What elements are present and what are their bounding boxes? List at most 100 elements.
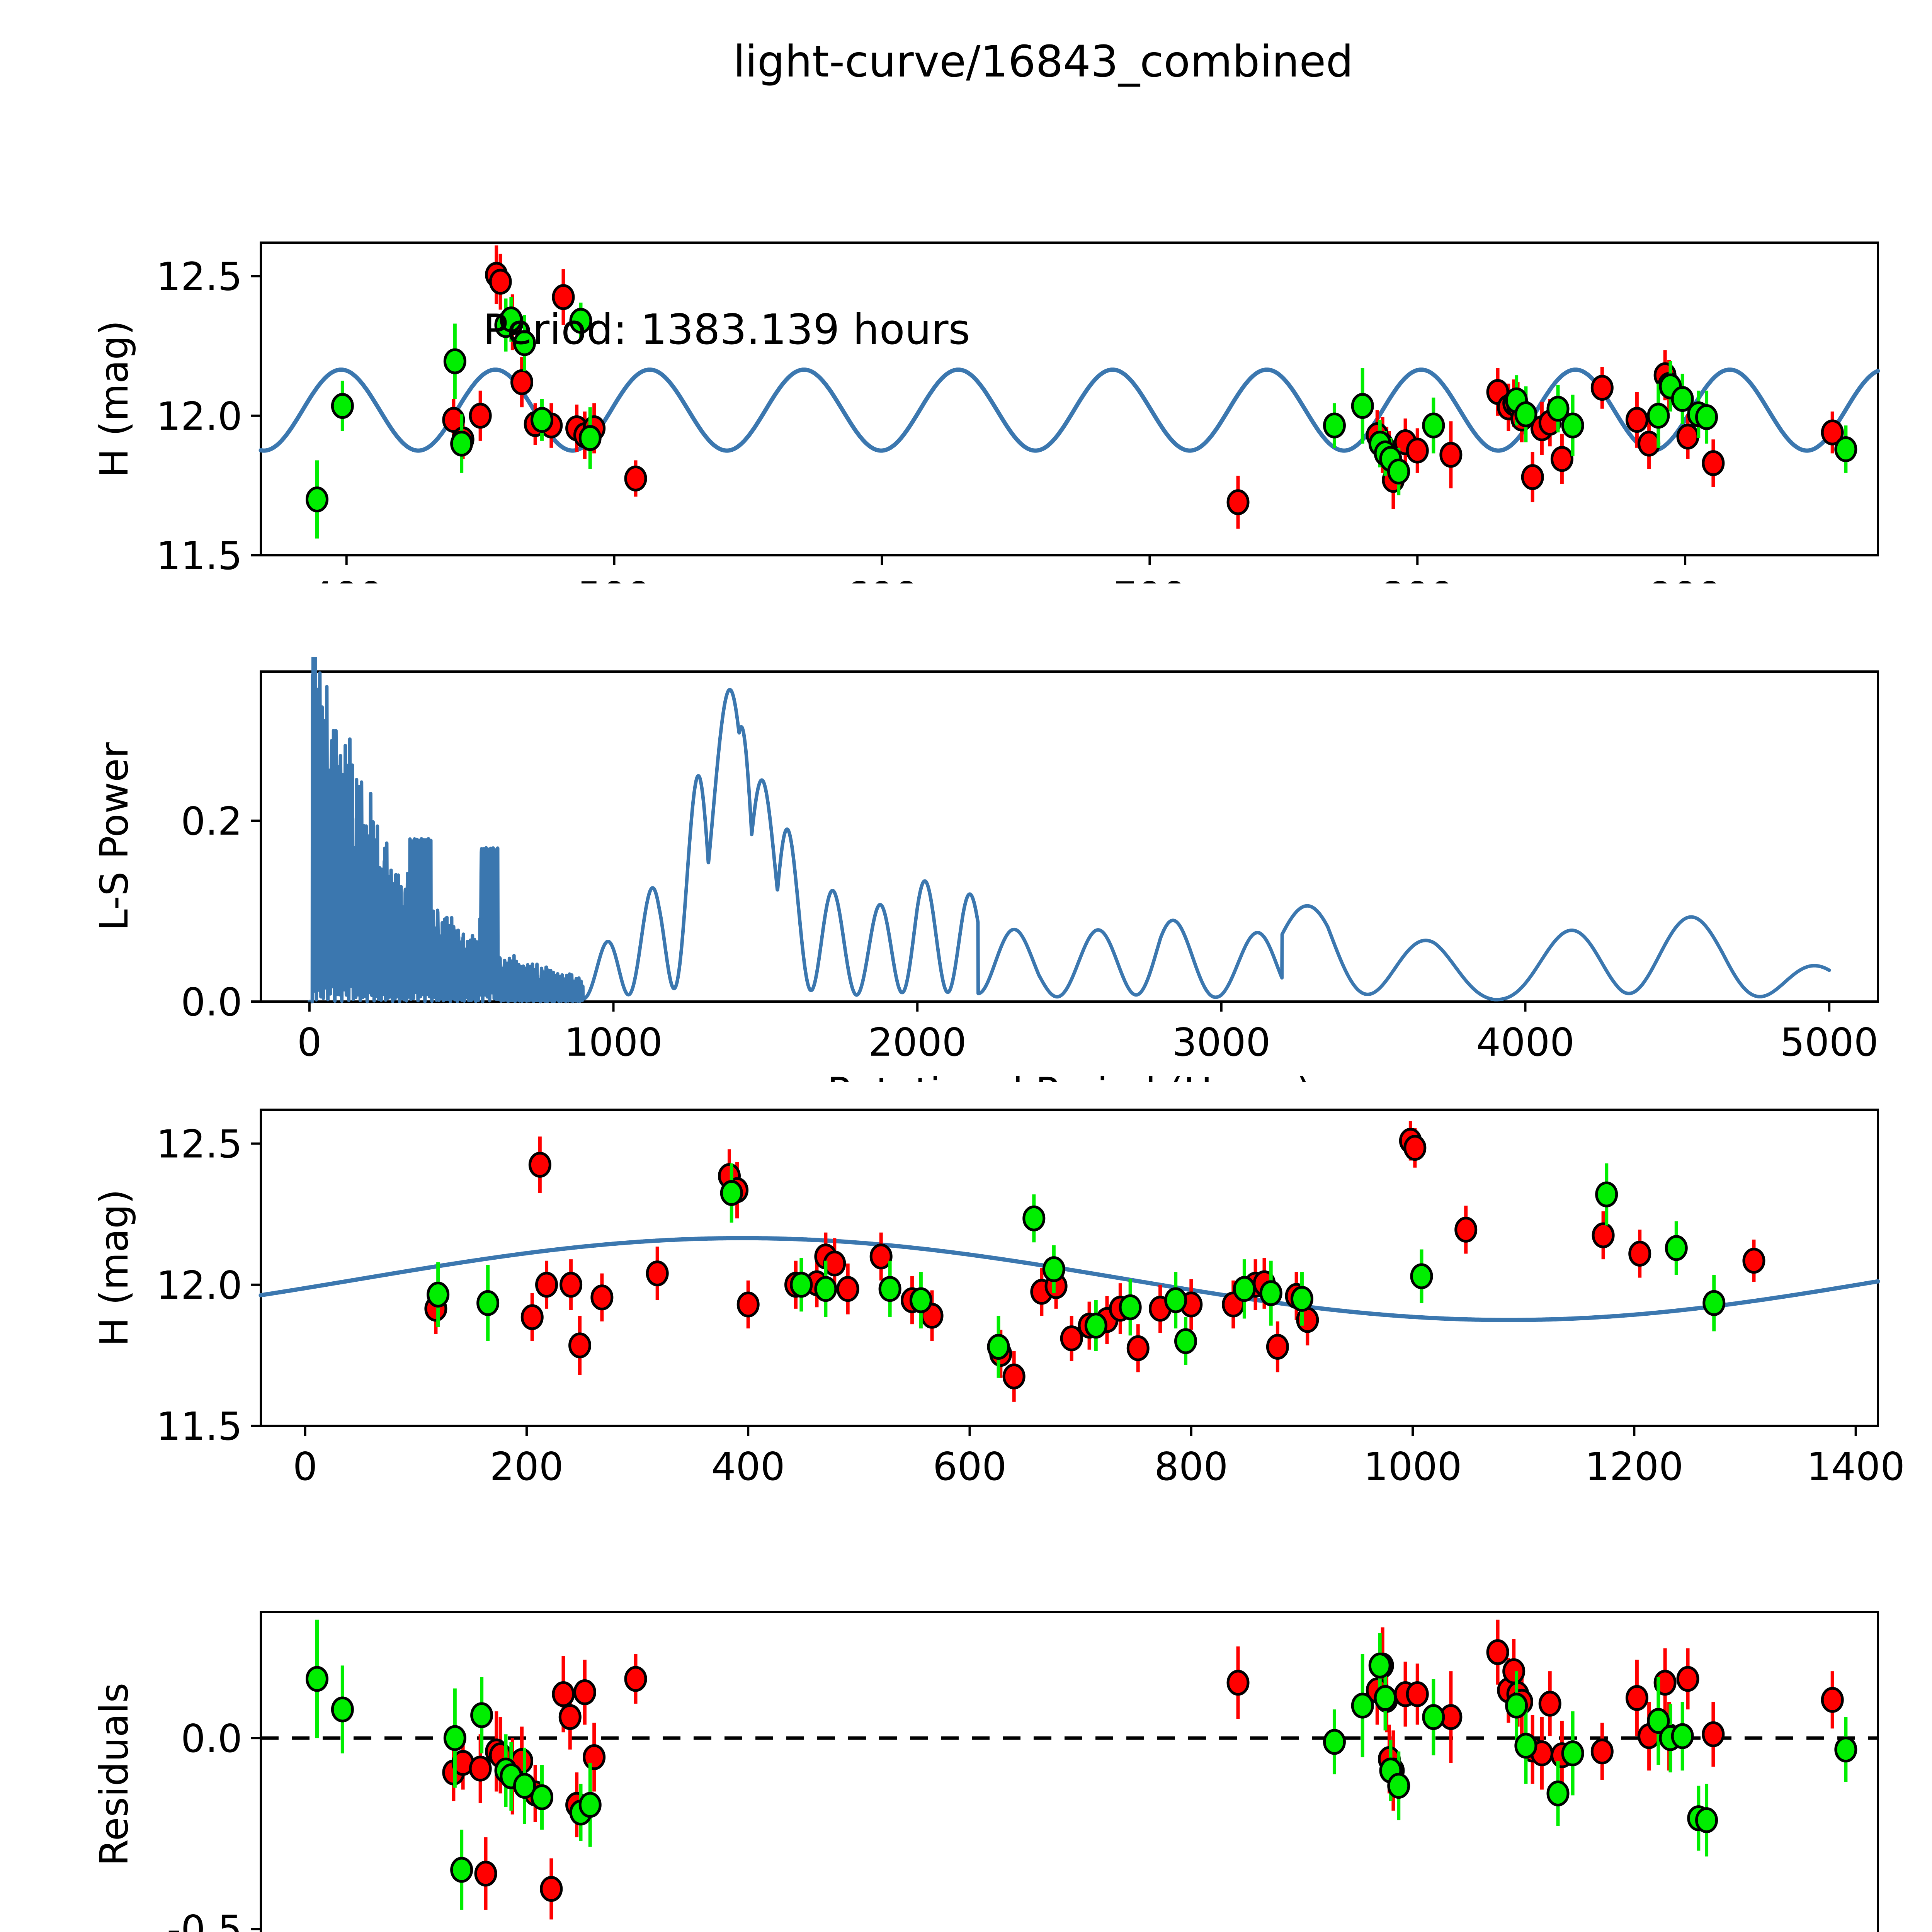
- data-point: [443, 348, 466, 374]
- data-point: [1410, 1263, 1433, 1289]
- panel-residuals: 400500600700800900-0.50.0Julian Date+2.4…: [92, 1611, 1879, 1932]
- data-point: [528, 1151, 551, 1178]
- y-tick-label: 11.5: [156, 533, 242, 578]
- data-point: [531, 1784, 554, 1810]
- data-point: [720, 1180, 743, 1206]
- data-point: [1486, 1639, 1509, 1665]
- x-tick-label: 400: [310, 573, 383, 583]
- data-point: [1702, 450, 1725, 476]
- y-tick-label: 12.5: [156, 1122, 242, 1167]
- data-point: [535, 1272, 558, 1298]
- series-green: [306, 1619, 1857, 1910]
- data-point: [1702, 1721, 1725, 1747]
- x-tick-label: 500: [577, 573, 651, 583]
- y-tick-label: 0.0: [181, 980, 242, 1025]
- data-point: [1351, 393, 1374, 419]
- data-point: [469, 403, 492, 429]
- data-point: [1821, 419, 1844, 446]
- plot-frame: [260, 670, 1879, 1003]
- data-point: [814, 1276, 837, 1302]
- data-point: [540, 1876, 563, 1902]
- data-point: [520, 1304, 544, 1330]
- data-point: [1406, 437, 1429, 464]
- data-point: [1002, 1363, 1026, 1389]
- data-point: [590, 1284, 614, 1311]
- data-point: [1546, 1780, 1570, 1806]
- data-point: [1834, 1736, 1857, 1763]
- data-point: [450, 1857, 473, 1883]
- data-point: [470, 1702, 493, 1728]
- data-point: [1514, 1733, 1537, 1759]
- data-point: [1374, 1685, 1397, 1711]
- data-point: [443, 1725, 466, 1751]
- data-point: [1422, 412, 1445, 439]
- data-point: [331, 393, 354, 419]
- data-point: [909, 1287, 932, 1313]
- data-point: [1595, 1181, 1618, 1208]
- y-tick-label: 0.2: [181, 799, 242, 844]
- data-point: [510, 369, 534, 395]
- data-point: [500, 306, 523, 333]
- data-point: [1323, 412, 1346, 439]
- y-axis-label: H (mag): [92, 320, 137, 478]
- data-point: [306, 1666, 329, 1692]
- data-point: [1060, 1325, 1083, 1352]
- data-point: [869, 1243, 893, 1270]
- data-point: [331, 1696, 354, 1723]
- data-point: [1422, 1704, 1445, 1730]
- data-point: [1665, 1235, 1688, 1261]
- data-point: [1521, 464, 1544, 490]
- panel-lightcurve: 400 500 600 700 800 900 11.5 12.0 12.5 Period: 13…: [92, 242, 1880, 583]
- data-point: [531, 407, 554, 433]
- series-red: [442, 245, 1844, 529]
- data-point: [1126, 1335, 1150, 1361]
- data-point: [1628, 1240, 1651, 1267]
- data-point: [1834, 436, 1857, 463]
- data-point: [1625, 1685, 1648, 1711]
- x-tick-label: 1200: [1585, 1444, 1684, 1484]
- data-point: [1233, 1276, 1256, 1302]
- data-point: [489, 269, 512, 295]
- data-point: [583, 1744, 606, 1770]
- data-point: [1514, 401, 1537, 427]
- y-tick-label: 12.5: [156, 254, 242, 299]
- data-point: [552, 284, 575, 310]
- periodogram-curve: [308, 657, 1831, 1003]
- y-tick-label: 11.5: [156, 1404, 242, 1449]
- data-point: [1502, 1658, 1526, 1684]
- data-point: [1323, 1729, 1346, 1755]
- x-tick-label: 1000: [1364, 1444, 1462, 1484]
- x-tick-label: 600: [933, 1444, 1007, 1484]
- data-point: [560, 1272, 583, 1298]
- plot-frame: [260, 1109, 1879, 1427]
- series-green: [306, 297, 1857, 539]
- data-point: [1119, 1294, 1142, 1320]
- data-point: [1695, 404, 1718, 430]
- data-point: [1702, 1290, 1726, 1316]
- panel-periodogram: 0 1000 2000 3000 4000 5000 0.0 0.2 Rotational Pe…: [92, 657, 1879, 1082]
- y-tick-label: -0.5: [167, 1907, 242, 1932]
- data-point: [450, 430, 473, 457]
- data-point: [1368, 1652, 1391, 1679]
- x-tick-label: 4000: [1476, 1020, 1575, 1065]
- y-tick-label: 12.0: [156, 1263, 242, 1308]
- data-point: [1638, 430, 1661, 457]
- data-point: [1647, 1708, 1670, 1734]
- data-point: [578, 425, 602, 451]
- data-point: [1647, 403, 1670, 429]
- data-point: [578, 1792, 602, 1818]
- data-point: [1403, 1135, 1427, 1161]
- data-point: [558, 1704, 582, 1730]
- x-tick-label: 700: [1113, 573, 1187, 583]
- data-point: [1387, 1773, 1410, 1799]
- data-point: [1561, 412, 1584, 439]
- x-tick-label: 800: [1381, 573, 1454, 583]
- x-tick-label: 200: [490, 1444, 564, 1484]
- y-axis-label: H (mag): [92, 1189, 137, 1346]
- data-point: [878, 1276, 901, 1302]
- model-curve: [259, 367, 1880, 453]
- x-tick-label: 900: [1648, 573, 1722, 583]
- data-point: [646, 1260, 669, 1287]
- data-point: [1671, 1723, 1694, 1749]
